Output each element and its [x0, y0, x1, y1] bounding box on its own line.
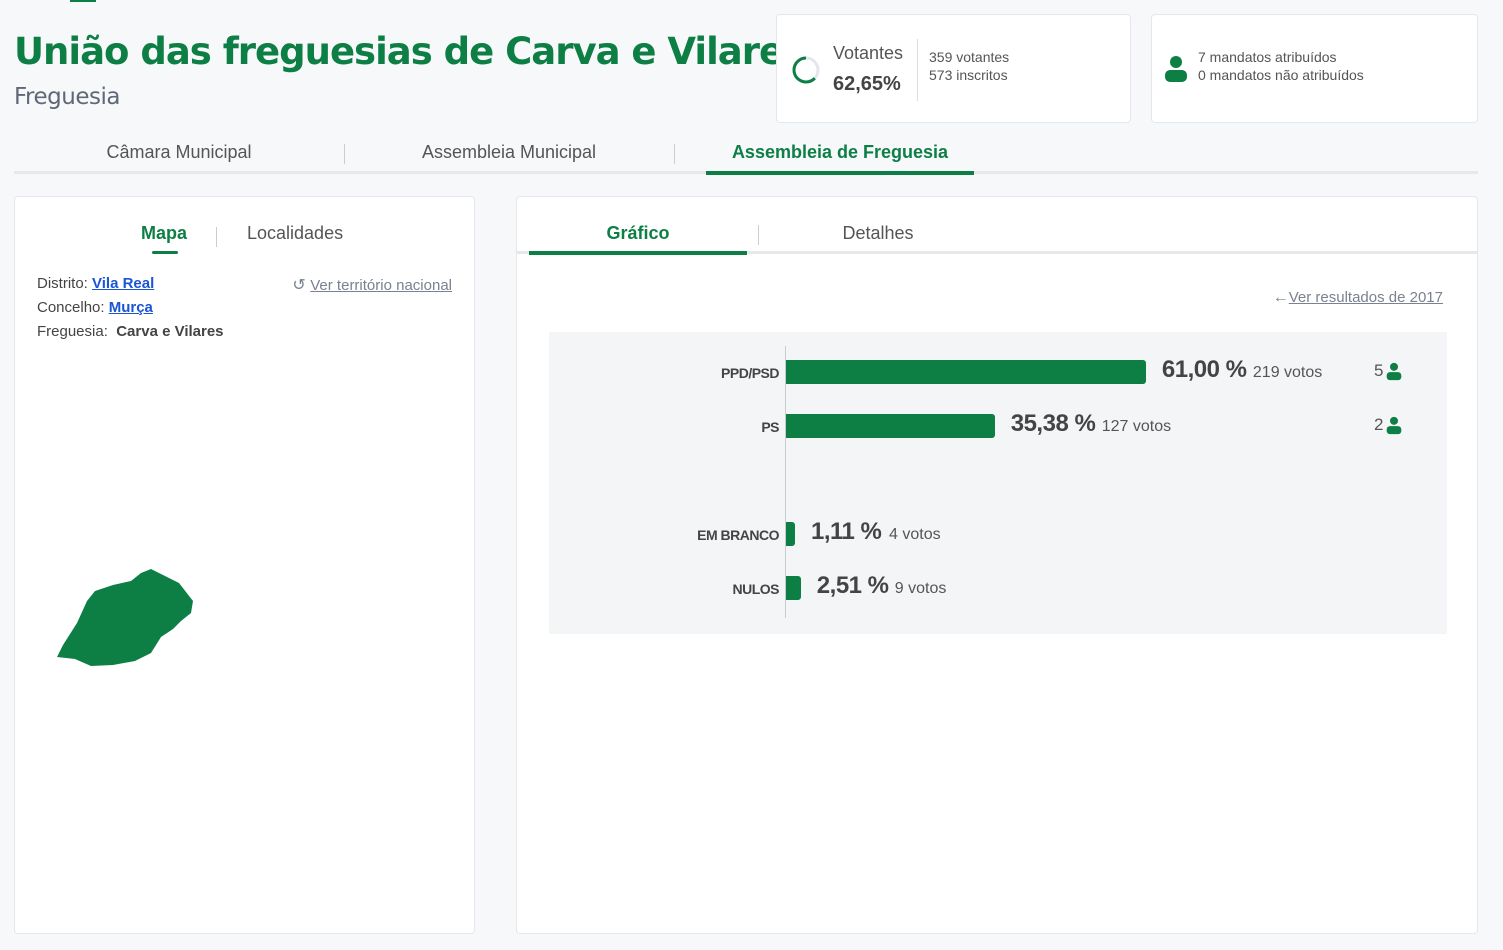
tab-camara-municipal[interactable]: Câmara Municipal: [106, 142, 252, 162]
page-subtitle: Freguesia: [14, 84, 120, 110]
parish-map-shape[interactable]: [55, 567, 195, 669]
votes-label: 4 votos: [889, 526, 941, 543]
registered-count: 573 inscritos: [929, 67, 1008, 83]
top-indicator: [70, 0, 96, 2]
votes-label: 127 votos: [1101, 418, 1172, 435]
freguesia-value: Carva e Vilares: [116, 323, 224, 340]
votes-label: 9 votos: [894, 580, 947, 597]
tab-assembleia-freguesia[interactable]: Assembleia de Freguesia: [731, 142, 949, 162]
chart-row: NULOS 2,51 % 9 votos: [549, 572, 1447, 602]
voters-count: 359 votantes: [929, 49, 1010, 65]
national-link-label: Ver território nacional: [310, 277, 452, 294]
turnout-label: Votantes: [833, 43, 904, 63]
freguesia-label: Freguesia:: [37, 323, 108, 340]
turnout-ring-icon: [792, 56, 820, 84]
person-icon: [1165, 56, 1187, 82]
result-bar[interactable]: [786, 576, 801, 600]
tab-assembleia-municipal[interactable]: Assembleia Municipal: [421, 142, 597, 162]
result-bar[interactable]: [786, 414, 995, 438]
turnout-card: Votantes 62,65% 359 votantes 573 inscrit…: [776, 14, 1131, 123]
page-title: União das freguesias de Carva e Vilares: [14, 30, 805, 73]
tab-grafico[interactable]: Gráfico: [606, 223, 670, 243]
active-tab-underline: [529, 251, 747, 255]
category-label: PS: [761, 419, 779, 435]
concelho-label: Concelho:: [37, 299, 105, 316]
chart-row: PPD/PSD 61,00 % 219 votos 5: [549, 356, 1447, 386]
mandates-number: 5: [1374, 361, 1384, 380]
tab-divider: [344, 144, 345, 164]
category-label: NULOS: [732, 581, 780, 597]
results-chart: PPD/PSD 61,00 % 219 votos 5 PS 35,38 % 127…: [549, 332, 1447, 634]
turnout-percent: 62,65%: [833, 73, 901, 95]
results-panel: Gráfico Detalhes ←Ver resultados de 2017…: [516, 196, 1478, 934]
chart-row: PS 35,38 % 127 votos 2: [549, 410, 1447, 440]
election-tabs: Câmara Municipal Assembleia Municipal As…: [14, 138, 1478, 175]
distrito-label: Distrito:: [37, 275, 88, 292]
undo-icon: ↺: [292, 277, 306, 294]
map-panel: Mapa Localidades Distrito: Vila Real Con…: [14, 196, 475, 934]
divider: [917, 39, 918, 101]
chart-axis: [785, 346, 786, 618]
person-icon: [1387, 362, 1402, 380]
results-tabs: Gráfico Detalhes: [517, 219, 1478, 255]
previous-results-label: Ver resultados de 2017: [1288, 289, 1443, 306]
category-label: PPD/PSD: [721, 365, 779, 381]
chart-row: EM BRANCO 1,11 % 4 votos: [549, 518, 1447, 548]
mandates-number: 2: [1374, 415, 1384, 434]
tab-localidades[interactable]: Localidades: [247, 223, 344, 243]
distrito-link[interactable]: Vila Real: [92, 275, 155, 292]
category-label: EM BRANCO: [697, 527, 779, 543]
tab-divider: [674, 144, 675, 164]
mandates-unassigned: 0 mandatos não atribuídos: [1198, 67, 1364, 83]
percent-label: 2,51 %: [816, 572, 889, 599]
concelho-link[interactable]: Murça: [108, 299, 153, 316]
tab-divider: [758, 225, 759, 245]
votes-label: 219 votos: [1252, 364, 1323, 381]
national-territory-link[interactable]: ↺ Ver território nacional: [292, 275, 452, 295]
percent-label: 1,11 %: [811, 518, 882, 545]
active-tab-underline: [706, 171, 974, 175]
percent-label: 61,00 %: [1161, 356, 1247, 383]
result-bar[interactable]: [786, 522, 795, 546]
mandates-assigned: 7 mandatos atribuídos: [1198, 49, 1337, 65]
mandates-count: 5: [1374, 361, 1402, 381]
tab-mapa[interactable]: Mapa: [141, 223, 188, 243]
arrow-left-icon: ←: [1272, 289, 1289, 306]
previous-results-link[interactable]: ←Ver resultados de 2017: [1273, 289, 1443, 307]
person-icon: [1387, 416, 1402, 434]
mandates-card: 7 mandatos atribuídos 0 mandatos não atr…: [1151, 14, 1478, 123]
tab-detalhes[interactable]: Detalhes: [842, 223, 914, 243]
percent-label: 35,38 %: [1010, 410, 1096, 437]
active-tab-underline: [152, 251, 178, 254]
result-bar[interactable]: [786, 360, 1146, 384]
tab-divider: [216, 227, 217, 247]
mandates-count: 2: [1374, 415, 1402, 435]
